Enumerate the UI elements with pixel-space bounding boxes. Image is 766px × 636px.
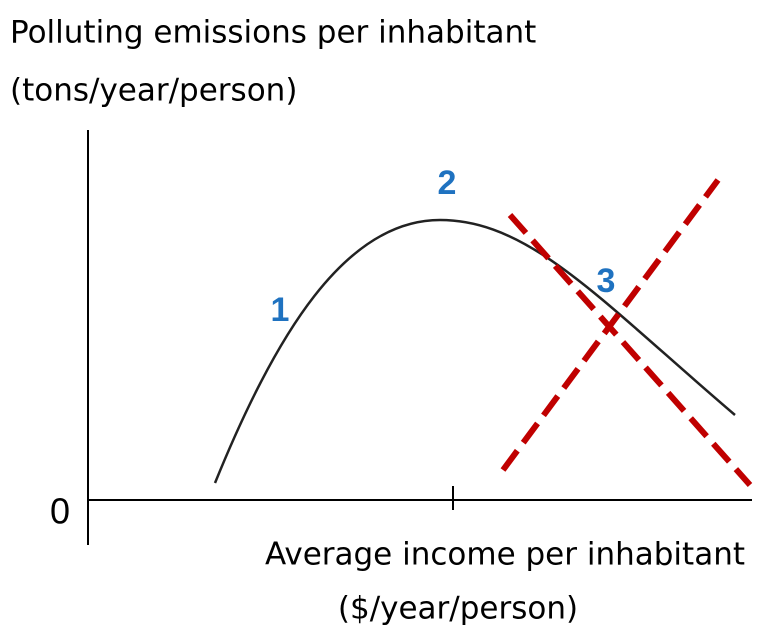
curve	[213, 218, 736, 484]
stage-label: 1	[271, 291, 290, 329]
stage-label: 2	[438, 164, 457, 202]
cross-line	[507, 213, 753, 487]
x-axis-label: Average income per inhabitant	[265, 537, 745, 573]
origin-label: 0	[50, 491, 70, 532]
y-axis-label: Polluting emissions per inhabitant	[10, 15, 536, 51]
x-axis-label: ($/year/person)	[338, 591, 578, 627]
stage-label: 3	[597, 262, 616, 300]
y-axis-label: (tons/year/person)	[10, 73, 297, 109]
cross-line	[500, 178, 721, 472]
